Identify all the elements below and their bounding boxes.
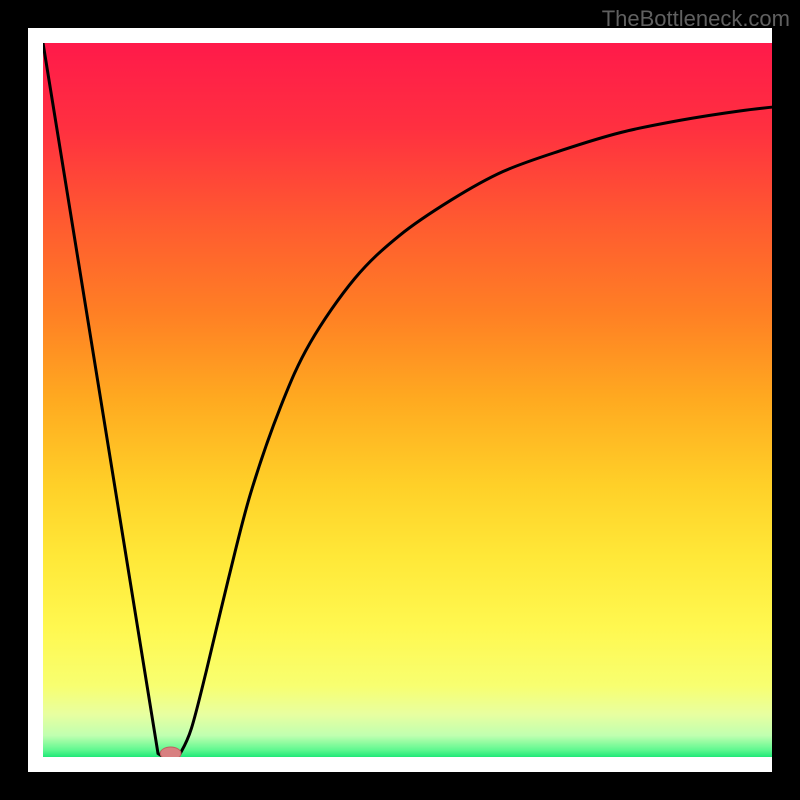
minimum-marker: [160, 747, 181, 760]
chart-svg: [0, 0, 800, 800]
bottleneck-chart: TheBottleneck.com: [0, 0, 800, 800]
gradient-background: [43, 43, 785, 757]
watermark-text: TheBottleneck.com: [602, 6, 790, 32]
